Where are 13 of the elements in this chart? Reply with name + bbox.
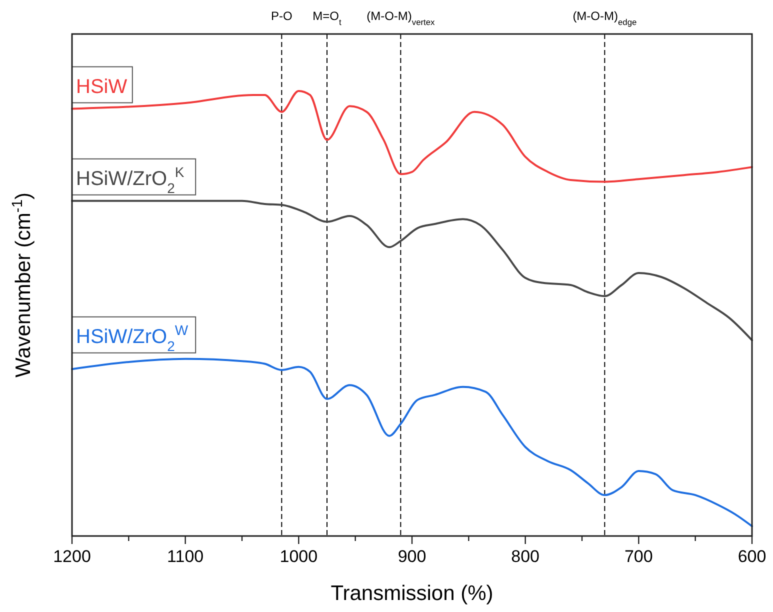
x-tick-label: 900 (398, 547, 426, 566)
x-tick-label: 600 (738, 547, 766, 566)
x-axis-title: Transmission (%) (330, 582, 494, 605)
ref-line-label: P-O (270, 9, 292, 23)
ref-line-label: M=O$_{t}$ (312, 9, 342, 27)
x-tick-label: 700 (624, 547, 653, 566)
x-tick-label: 1100 (167, 547, 204, 566)
x-tick-label: 800 (511, 547, 540, 566)
x-tick-label: 1200 (53, 547, 91, 566)
ref-line-label: (M-O-M)$_{edge}$ (572, 9, 637, 27)
ref-line-label: (M-O-M)$_{vertex}$ (366, 9, 436, 27)
series-label: HSiW (76, 76, 128, 98)
x-tick-label: 1000 (280, 547, 318, 566)
